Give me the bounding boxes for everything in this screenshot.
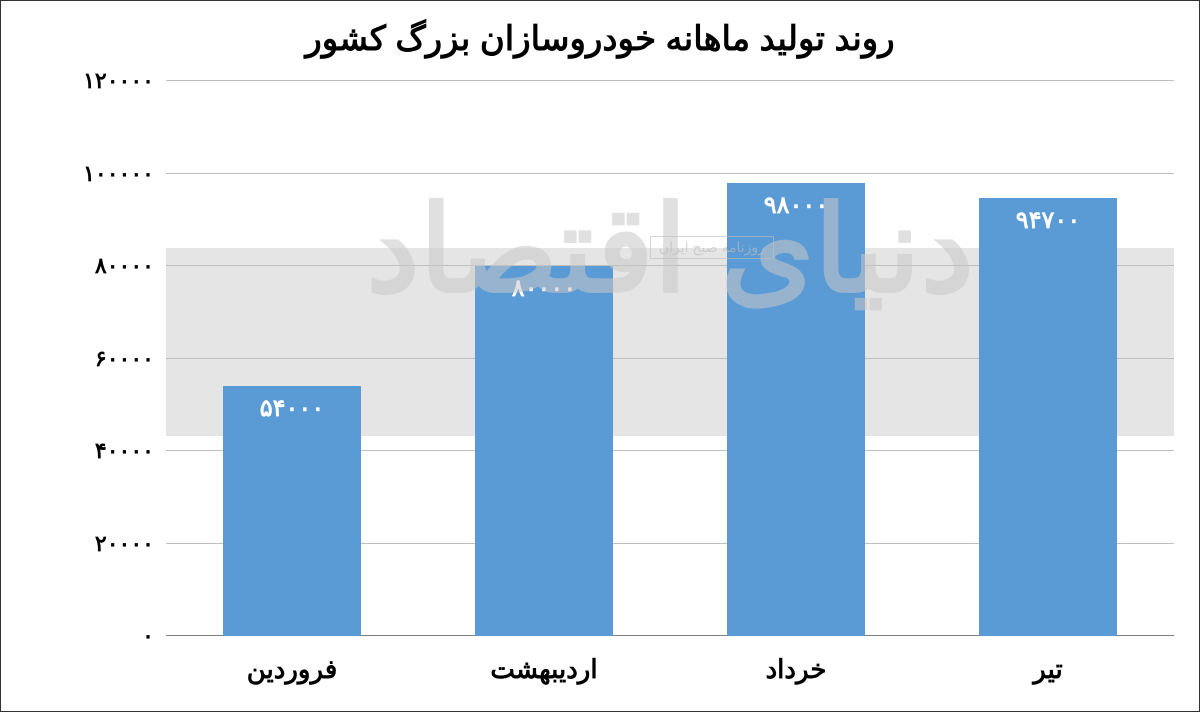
x-tick-label: تیر (1033, 636, 1062, 685)
gridline (166, 173, 1174, 174)
bar-value-label: ۹۴۷۰۰ (979, 206, 1118, 235)
y-tick-label: ۲۰۰۰۰ (95, 531, 166, 557)
y-tick-label: ۸۰۰۰۰ (95, 253, 166, 279)
bar-value-label: ۸۰۰۰۰ (475, 274, 614, 303)
bar-chart: روند تولید ماهانه خودروسازان بزرگ کشور ۰… (1, 1, 1199, 711)
watermark-subtext: روزنامه صبح ایران (650, 236, 774, 259)
plot-area: ۰۲۰۰۰۰۴۰۰۰۰۶۰۰۰۰۸۰۰۰۰۱۰۰۰۰۰۱۲۰۰۰۰۵۴۰۰۰فر… (166, 81, 1174, 636)
bar-value-label: ۵۴۰۰۰ (223, 394, 362, 423)
x-tick-label: فروردین (247, 636, 338, 685)
bar: ۹۴۷۰۰ (979, 198, 1118, 636)
chart-title: روند تولید ماهانه خودروسازان بزرگ کشور (1, 19, 1199, 59)
y-tick-label: ۱۰۰۰۰۰ (83, 161, 166, 187)
y-tick-label: ۶۰۰۰۰ (95, 346, 166, 372)
y-tick-label: ۱۲۰۰۰۰ (83, 68, 166, 94)
gridline (166, 80, 1174, 81)
y-tick-label: ۰ (142, 623, 166, 649)
x-tick-label: اردیبهشت (490, 636, 597, 685)
bar: ۵۴۰۰۰ (223, 386, 362, 636)
bar-value-label: ۹۸۰۰۰ (727, 191, 866, 220)
y-tick-label: ۴۰۰۰۰ (95, 438, 166, 464)
bar: ۸۰۰۰۰ (475, 266, 614, 636)
x-tick-label: خرداد (766, 636, 827, 685)
